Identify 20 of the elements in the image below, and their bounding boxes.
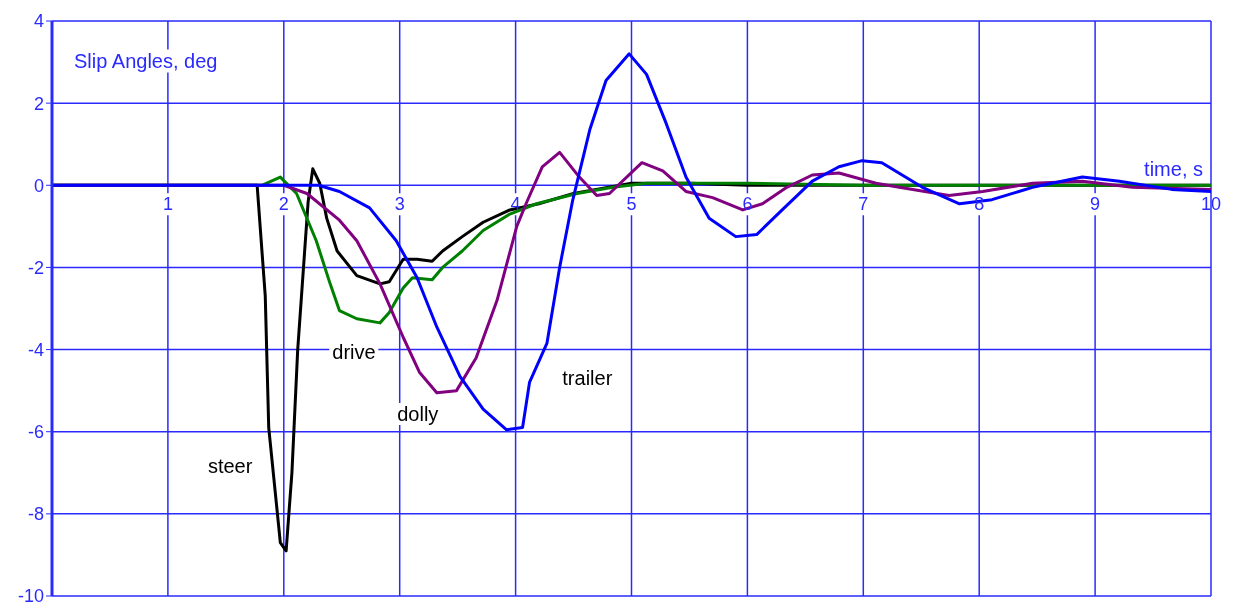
y-tick-label: 4 <box>33 11 44 32</box>
y-tick-label: -6 <box>27 422 44 443</box>
x-tick-label: 2 <box>278 194 289 215</box>
x-tick-label: 7 <box>858 194 869 215</box>
y-tick-label: -2 <box>27 257 44 278</box>
series-label: drive <box>329 340 379 363</box>
y-axis-title: Slip Angles, deg <box>74 49 218 73</box>
y-tick-label: -4 <box>27 339 44 360</box>
series-label: dolly <box>394 402 442 425</box>
y-tick-label: 2 <box>33 93 44 114</box>
x-tick-label: 1 <box>162 194 173 215</box>
y-tick-label: -10 <box>17 586 44 607</box>
x-axis-title: time, s <box>1144 157 1203 181</box>
series-label: steer <box>204 454 256 477</box>
x-tick-label: 9 <box>1090 194 1101 215</box>
x-tick-label: 3 <box>394 194 405 215</box>
y-tick-label: 0 <box>33 175 44 196</box>
x-tick-label: 5 <box>626 194 637 215</box>
series-label: trailer <box>559 366 616 389</box>
y-tick-label: -8 <box>27 504 44 525</box>
